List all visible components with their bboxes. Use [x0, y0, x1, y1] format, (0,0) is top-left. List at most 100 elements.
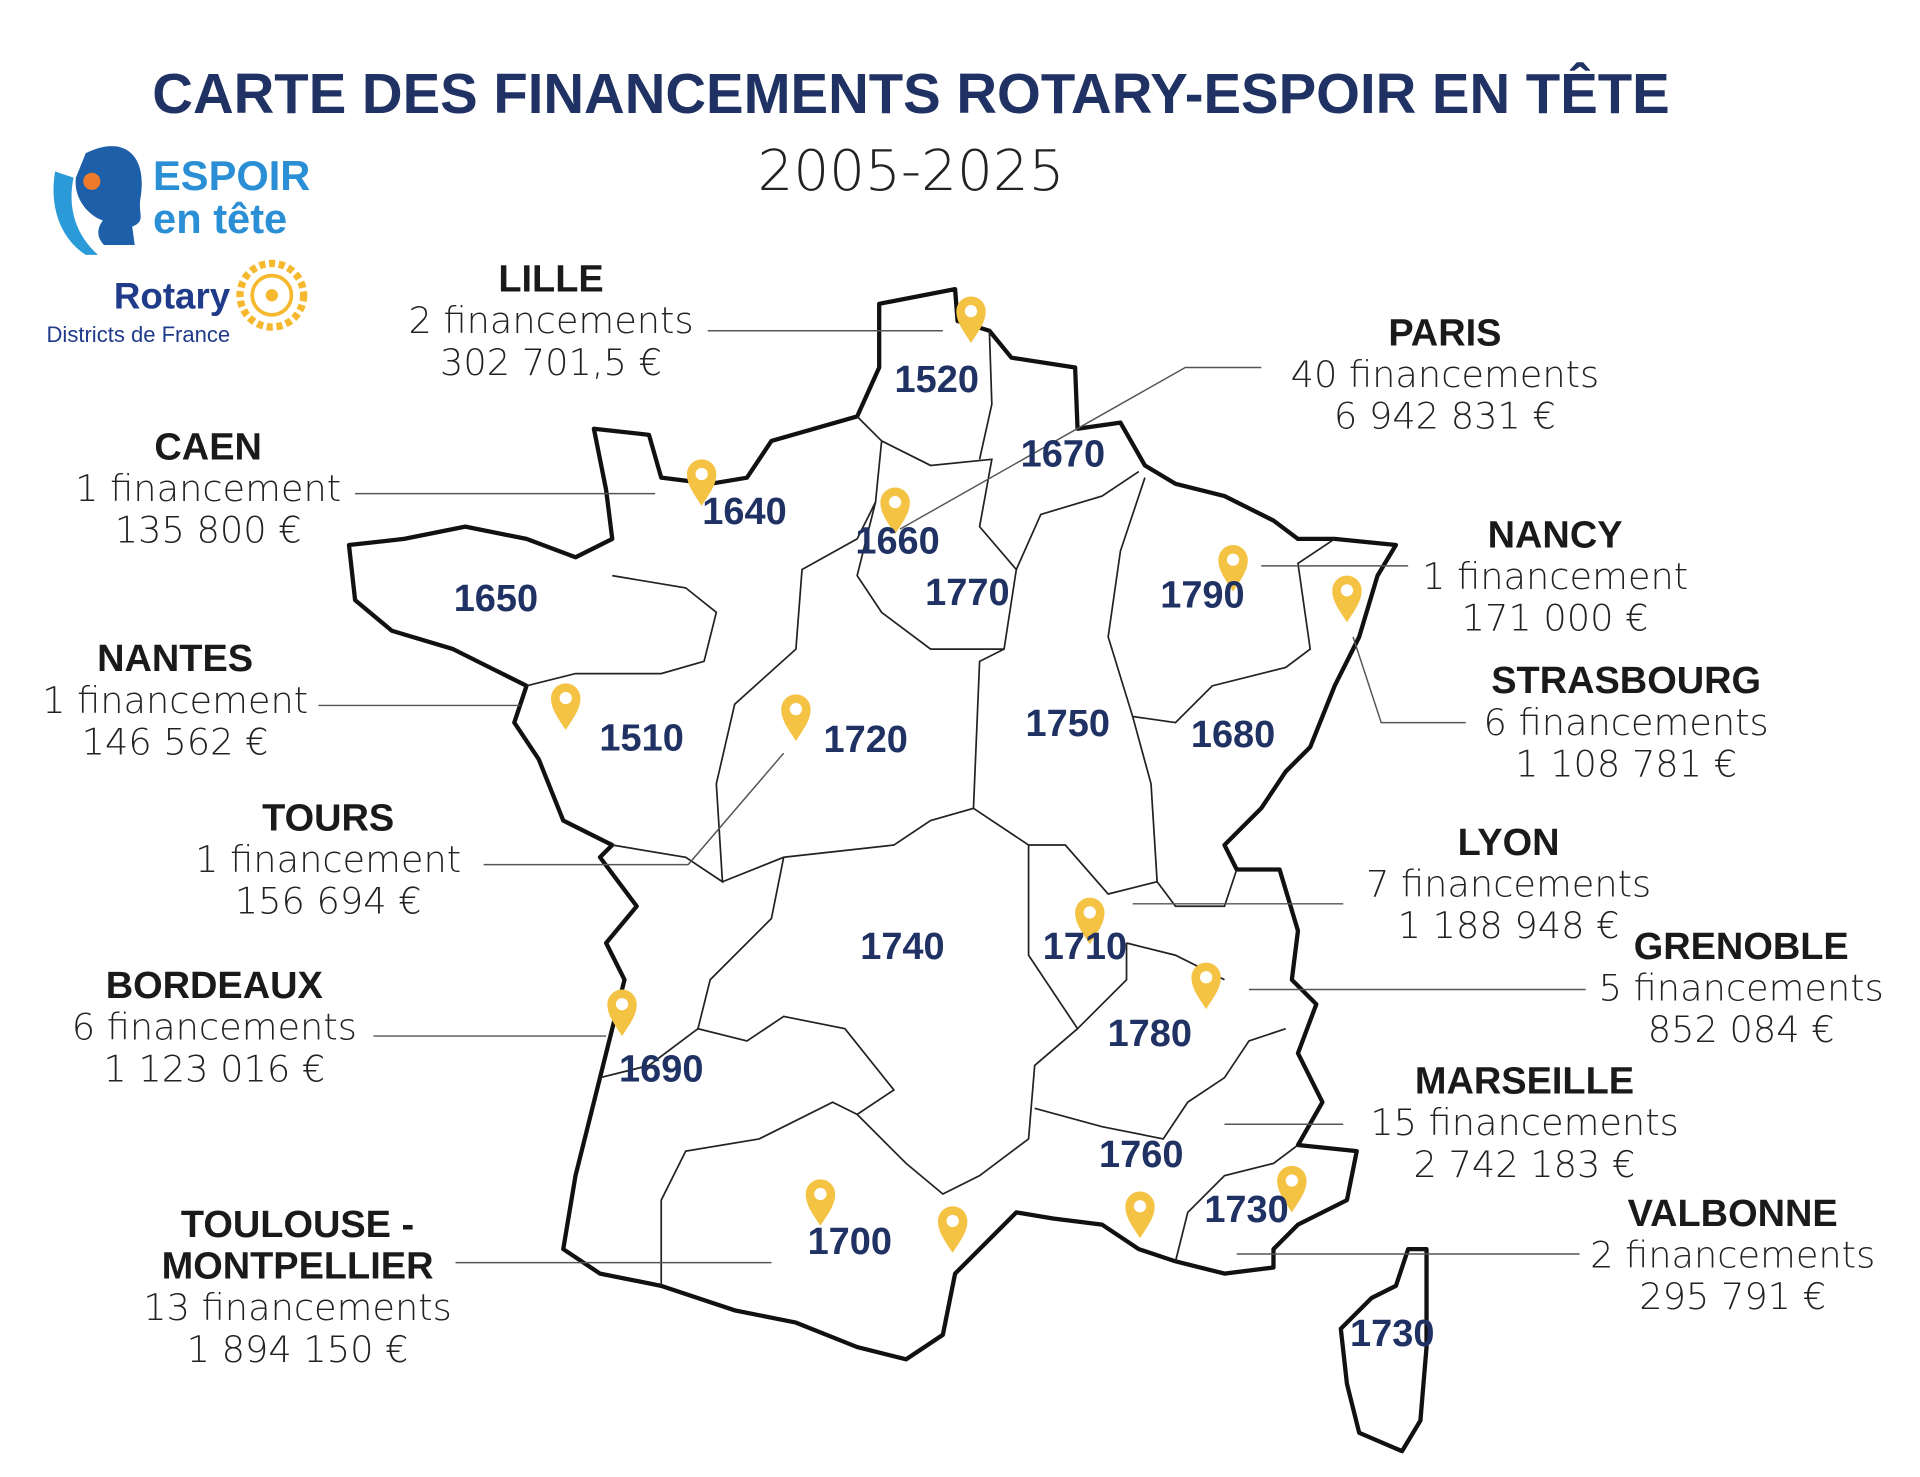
location-pin — [781, 694, 811, 741]
city-name: BORDEAUX — [106, 965, 323, 1007]
city-amount: 6 942 831 € — [1334, 395, 1556, 438]
pin-hole — [814, 1187, 827, 1201]
city-amount: 852 084 € — [1648, 1008, 1835, 1051]
pin-body — [1125, 1191, 1155, 1239]
logo-wheel-inner — [250, 273, 294, 317]
title: CARTE DES FINANCEMENTS ROTARY-ESPOIR EN … — [152, 62, 1669, 125]
logo-wheel — [236, 259, 308, 331]
district-number: 1510 — [599, 718, 683, 760]
leader-line — [1352, 636, 1466, 724]
district-number: 1760 — [1099, 1134, 1183, 1176]
district-number: 1790 — [1160, 574, 1244, 616]
district-border — [696, 845, 1079, 1196]
city-amount: 1 188 948 € — [1398, 904, 1620, 947]
logo-rotary: Rotary — [114, 276, 231, 317]
city-name: TOULOUSE - — [181, 1204, 414, 1246]
city-amount: 146 562 € — [82, 720, 269, 763]
pin-hole — [1285, 1174, 1298, 1187]
pin-hole — [888, 496, 902, 509]
leader-line — [483, 752, 785, 866]
district-number: 1710 — [1043, 926, 1127, 968]
city-count: 13 financements — [143, 1286, 452, 1329]
location-pin — [805, 1179, 836, 1226]
city-count: 1 financement — [75, 467, 341, 510]
city-count: 15 financements — [1370, 1101, 1679, 1144]
district-number: 1740 — [860, 926, 944, 968]
district-number: 1690 — [619, 1048, 703, 1090]
pin-body — [686, 459, 717, 506]
district-number: 1680 — [1191, 714, 1275, 756]
city-amount: 2 742 183 € — [1414, 1143, 1636, 1186]
pin-hole — [789, 702, 803, 716]
city-amount: 156 694 € — [235, 880, 422, 923]
city-name: MARSEILLE — [1415, 1061, 1634, 1103]
city-amount: 302 701,5 € — [440, 341, 662, 384]
location-pin — [607, 989, 637, 1037]
city-count: 2 financements — [1590, 1233, 1875, 1276]
logo-en-tete: en tête — [153, 195, 287, 242]
pin-hole — [1200, 971, 1213, 984]
pin-hole — [1133, 1200, 1147, 1213]
city-count: 40 financements — [1291, 353, 1600, 396]
leader-line — [899, 366, 1262, 530]
city-name: GRENOBLE — [1634, 926, 1849, 968]
city-name: NANCY — [1488, 514, 1623, 556]
pin-body — [805, 1179, 836, 1226]
pin-body — [1075, 897, 1105, 945]
pin-body — [937, 1206, 968, 1253]
pin-body — [956, 296, 986, 343]
district-border — [978, 330, 1140, 570]
logo-hand — [53, 171, 98, 255]
city-count: 7 financements — [1366, 862, 1651, 905]
city-amount: 1 123 016 € — [103, 1047, 325, 1090]
pin-hole — [559, 691, 572, 705]
city-name: TOURS — [262, 797, 394, 839]
pin-body — [781, 694, 811, 741]
district-border — [1034, 1027, 1286, 1140]
location-pin — [880, 487, 910, 535]
city-name: PARIS — [1388, 312, 1501, 354]
logo-head — [75, 146, 142, 246]
pin-body — [1218, 545, 1248, 592]
city-amount: 1 894 150 € — [187, 1328, 409, 1371]
pin-hole — [946, 1214, 959, 1228]
city-count: 6 financements — [1484, 701, 1769, 744]
location-pin — [551, 683, 581, 730]
pin-hole — [695, 467, 708, 481]
city-count: 2 financements — [408, 299, 693, 342]
pin-body — [1191, 962, 1221, 1010]
city-name: CAEN — [154, 426, 262, 468]
city-count: 1 financement — [42, 679, 308, 722]
france-outline — [346, 286, 1399, 1362]
district-number: 1660 — [855, 521, 939, 563]
location-pin — [956, 296, 986, 343]
city-name: LILLE — [498, 259, 603, 301]
district-number: 1780 — [1108, 1013, 1192, 1055]
pin-hole — [1226, 553, 1240, 566]
subtitle: 2005-2025 — [758, 139, 1065, 204]
location-pin — [1075, 897, 1105, 945]
location-pin — [1125, 1191, 1155, 1239]
pin-body — [1332, 575, 1362, 623]
city-amount: 171 000 € — [1462, 597, 1649, 640]
city-name: NANTES — [97, 638, 253, 680]
district-number: 1640 — [702, 491, 786, 533]
district-number: 1670 — [1021, 434, 1105, 476]
pin-body — [880, 487, 910, 535]
district-border — [856, 501, 1005, 650]
location-pin — [1332, 575, 1362, 623]
pin-hole — [1340, 584, 1354, 597]
pin-hole — [1083, 906, 1096, 919]
